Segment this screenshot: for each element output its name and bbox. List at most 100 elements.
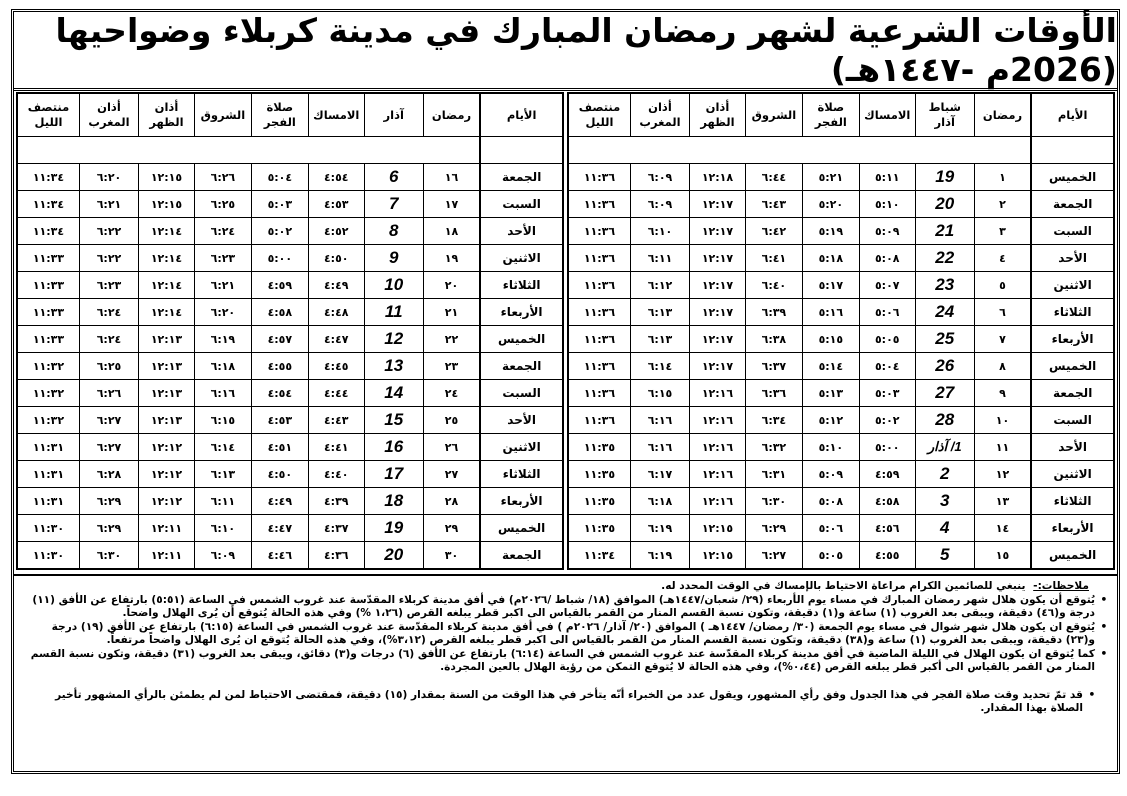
cell-ramadan-day: ٨ (973, 352, 1032, 380)
cell-fajr: ٥:٢١ (801, 163, 860, 191)
cell-dhuhr: ١٢:١٥ (138, 163, 195, 191)
cell-imsak: ٥:٠٩ (858, 217, 916, 245)
cell-ramadan-day: ٢٣ (422, 352, 481, 380)
cell-imsak: ٤:٤٩ (307, 271, 365, 299)
cell-midnight: ١١:٣٦ (567, 406, 631, 434)
cell-gregorian-day: 25 (914, 325, 975, 353)
cell-day: الأحد (1030, 433, 1115, 461)
table-row: الخميس ١٥ 5 ٤:٥٥ ٥:٠٥ ٦:٢٧ ١٢:١٥ ٦:١٩ ١١:٣٤ (567, 541, 1115, 570)
cell-maghrib: ٦:٢٤ (78, 298, 140, 326)
cell-fajr: ٥:١٦ (801, 298, 860, 326)
cell-imsak: ٤:٥٦ (858, 514, 916, 542)
cell-maghrib: ٦:١٢ (629, 271, 691, 299)
cell-imsak: ٥:٠٢ (858, 406, 916, 434)
cell-gregorian-day: 4 (914, 514, 975, 542)
cell-gregorian-day: 28 (914, 406, 975, 434)
cell-ramadan-day: ٢٢ (422, 325, 481, 353)
cell-sunrise: ٦:٣٠ (744, 487, 803, 515)
blank-cell (479, 136, 564, 164)
cell-ramadan-day: ١٦ (422, 163, 481, 191)
cell-imsak: ٥:٠٣ (858, 379, 916, 407)
cell-imsak: ٥:٠٧ (858, 271, 916, 299)
cell-ramadan-day: ٢٠ (422, 271, 481, 299)
cell-maghrib: ٦:١١ (629, 244, 691, 272)
cell-imsak: ٤:٥٩ (858, 460, 916, 488)
table-row: الجمعة ٣٠ 20 ٤:٣٦ ٤:٤٦ ٦:٠٩ ١٢:١١ ٦:٣٠ ١١:٣٠ (16, 541, 564, 570)
column-header-maghrib: أذان المغرب (78, 92, 140, 137)
header-row: الأيام رمضان شباط آذار الامساك صلاة الفجر الش… (567, 92, 1115, 137)
cell-ramadan-day: ١٥ (973, 541, 1032, 570)
cell-fajr: ٥:٠٥ (801, 541, 860, 570)
cell-imsak: ٤:٥٢ (307, 217, 365, 245)
notes-list: يُتوقع أن يكون هلال شهر رمضان المبارك في… (24, 594, 1107, 716)
cell-ramadan-day: ١١ (973, 433, 1032, 461)
column-header-dhuhr: أذان الظهر (689, 92, 746, 137)
cell-midnight: ١١:٣٢ (16, 352, 80, 380)
table-row: الاثنين ٥ 23 ٥:٠٧ ٥:١٧ ٦:٤٠ ١٢:١٧ ٦:١٢ ١١:٣٦ (567, 271, 1115, 299)
cell-gregorian-day: 9 (363, 244, 424, 272)
cell-maghrib: ٦:١٥ (629, 379, 691, 407)
cell-maghrib: ٦:٢٠ (78, 163, 140, 191)
cell-imsak: ٤:٤٣ (307, 406, 365, 434)
cell-day: الجمعة (1030, 190, 1115, 218)
cell-day: الخميس (479, 514, 564, 542)
cell-maghrib: ٦:٠٩ (629, 190, 691, 218)
cell-imsak: ٤:٤٠ (307, 460, 365, 488)
cell-midnight: ١١:٣٤ (16, 217, 80, 245)
cell-dhuhr: ١٢:١٦ (689, 406, 746, 434)
cell-dhuhr: ١٢:١٦ (689, 487, 746, 515)
table-row: الأربعاء ٢٨ 18 ٤:٣٩ ٤:٤٩ ٦:١١ ١٢:١٢ ٦:٢٩ ١١:٣١ (16, 487, 564, 515)
cell-maghrib: ٦:٢١ (78, 190, 140, 218)
table-row: الخميس ٢٩ 19 ٤:٣٧ ٤:٤٧ ٦:١٠ ١٢:١١ ٦:٢٩ ١١:٣٠ (16, 514, 564, 542)
cell-sunrise: ٦:١٦ (193, 379, 252, 407)
cell-imsak: ٤:٤٥ (307, 352, 365, 380)
cell-imsak: ٤:٣٧ (307, 514, 365, 542)
table-row: السبت ١٧ 7 ٤:٥٣ ٥:٠٣ ٦:٢٥ ١٢:١٥ ٦:٢١ ١١:٣٤ (16, 190, 564, 218)
column-header-day: الأيام (479, 92, 564, 137)
cell-midnight: ١١:٣٦ (567, 352, 631, 380)
cell-sunrise: ٦:١٠ (193, 514, 252, 542)
cell-maghrib: ٦:١٩ (629, 541, 691, 570)
cell-sunrise: ٦:٣٩ (744, 298, 803, 326)
cell-maghrib: ٦:٢٩ (78, 514, 140, 542)
cell-ramadan-day: ٧ (973, 325, 1032, 353)
cell-midnight: ١١:٣١ (16, 460, 80, 488)
cell-midnight: ١١:٣٣ (16, 244, 80, 272)
cell-dhuhr: ١٢:١٧ (689, 190, 746, 218)
cell-dhuhr: ١٢:١٧ (689, 244, 746, 272)
cell-sunrise: ٦:٤٠ (744, 271, 803, 299)
cell-fajr: ٥:١٧ (801, 271, 860, 299)
cell-maghrib: ٦:٢٢ (78, 217, 140, 245)
table-row: السبت ١٠ 28 ٥:٠٢ ٥:١٢ ٦:٣٤ ١٢:١٦ ٦:١٦ ١١:٣٦ (567, 406, 1115, 434)
cell-day: الاثنين (1030, 460, 1115, 488)
cell-day: الأحد (479, 406, 564, 434)
cell-imsak: ٥:٠٠ (858, 433, 916, 461)
cell-dhuhr: ١٢:١٤ (138, 298, 195, 326)
cell-fajr: ٥:١٤ (801, 352, 860, 380)
cell-dhuhr: ١٢:١٨ (689, 163, 746, 191)
cell-sunrise: ٦:٤٢ (744, 217, 803, 245)
cell-day: الأربعاء (1030, 325, 1115, 353)
cell-maghrib: ٦:٢٧ (78, 433, 140, 461)
cell-gregorian-day: 17 (363, 460, 424, 488)
cell-gregorian-day: 23 (914, 271, 975, 299)
cell-ramadan-day: ٣ (973, 217, 1032, 245)
cell-sunrise: ٦:٢٠ (193, 298, 252, 326)
cell-ramadan-day: ١٨ (422, 217, 481, 245)
cell-gregorian-day: 18 (363, 487, 424, 515)
cell-sunrise: ٦:٢٩ (744, 514, 803, 542)
cell-sunrise: ٦:٣٧ (744, 352, 803, 380)
cell-fajr: ٤:٥٤ (250, 379, 309, 407)
cell-day: الخميس (1030, 352, 1115, 380)
table-row: الثلاثاء ٢٧ 17 ٤:٤٠ ٤:٥٠ ٦:١٣ ١٢:١٢ ٦:٢٨ ١١:٣١ (16, 460, 564, 488)
cell-gregorian-day: 8 (363, 217, 424, 245)
column-header-maghrib: أذان المغرب (629, 92, 691, 137)
cell-midnight: ١١:٣٠ (16, 514, 80, 542)
cell-ramadan-day: ٦ (973, 298, 1032, 326)
cell-sunrise: ٦:١٨ (193, 352, 252, 380)
column-header-sunrise: الشروق (744, 92, 803, 137)
cell-dhuhr: ١٢:١٢ (138, 487, 195, 515)
cell-midnight: ١١:٣٦ (567, 244, 631, 272)
cell-dhuhr: ١٢:١٤ (138, 271, 195, 299)
notes-section: ملاحظات:- ينبغي للصائمين الكرام مراعاة ا… (14, 574, 1117, 771)
